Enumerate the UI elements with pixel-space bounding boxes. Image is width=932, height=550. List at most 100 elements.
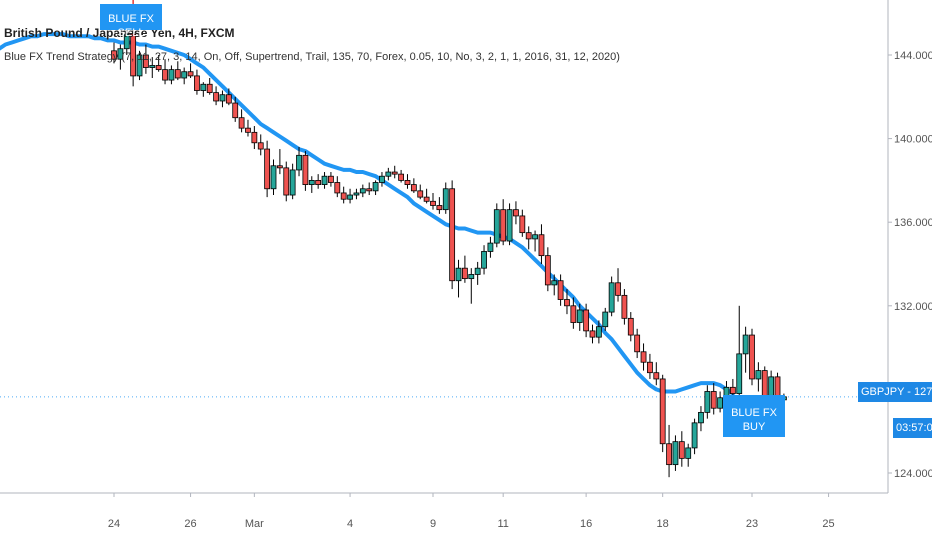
x-tick-label: 26 xyxy=(184,518,196,530)
candle xyxy=(506,203,513,246)
candle-body-down xyxy=(162,69,168,81)
candle-body-down xyxy=(391,171,398,175)
candle-body-down xyxy=(187,71,194,77)
candle-body-down xyxy=(142,54,149,68)
candle xyxy=(359,184,366,198)
candle xyxy=(194,69,200,95)
candle-body-down xyxy=(749,334,755,380)
candle xyxy=(749,328,755,386)
candle-body-down xyxy=(257,142,264,150)
candle xyxy=(423,188,430,204)
x-tick-label: 11 xyxy=(497,518,508,530)
candle-body-up xyxy=(608,282,615,313)
candle xyxy=(442,182,449,214)
candle-body-up xyxy=(672,441,679,466)
candle xyxy=(385,167,392,181)
candle-body-up xyxy=(481,251,487,269)
candle-body-up xyxy=(691,422,698,449)
candle-body-down xyxy=(283,167,290,196)
candle xyxy=(500,199,507,246)
candle-body-up xyxy=(742,334,749,355)
candle xyxy=(583,303,590,338)
candle xyxy=(595,320,602,344)
candle-body-down xyxy=(557,280,564,300)
candle xyxy=(187,63,194,78)
candle xyxy=(142,44,149,74)
candle-body-up xyxy=(704,391,711,413)
price-separator: - xyxy=(907,386,915,398)
candle-body-down xyxy=(519,215,526,234)
candle-body-down xyxy=(500,209,507,242)
candle-body-down xyxy=(647,361,653,374)
candle xyxy=(672,435,679,471)
candle xyxy=(461,255,468,283)
candle xyxy=(493,203,500,248)
candle xyxy=(436,197,443,214)
candle xyxy=(404,174,411,189)
candle-body-down xyxy=(621,294,628,319)
candle xyxy=(321,172,328,189)
candle xyxy=(213,86,219,106)
candle xyxy=(366,182,373,196)
candle xyxy=(525,226,532,250)
candle-body-down xyxy=(449,188,456,282)
x-tick-label: 25 xyxy=(822,518,834,530)
candle xyxy=(538,224,545,264)
candle xyxy=(710,383,717,415)
candle-body-up xyxy=(123,33,130,50)
candle-body-down xyxy=(340,192,347,200)
candle xyxy=(308,176,315,193)
candle-body-down xyxy=(423,196,430,202)
y-tick-label: 124.000 xyxy=(894,468,932,480)
candle-body-down xyxy=(315,179,322,185)
candle-body-down xyxy=(627,317,634,336)
candle xyxy=(315,174,322,189)
axes: 124.000128.000132.000136.000140.000144.0… xyxy=(0,0,932,530)
candle-body-down xyxy=(436,205,443,211)
candle-body-down xyxy=(232,102,239,119)
candle xyxy=(519,209,526,237)
candle xyxy=(634,328,641,359)
candle xyxy=(410,178,417,193)
candle xyxy=(487,236,494,258)
study-legend[interactable]: Blue FX Trend Strategy (7, 11, 27, 3, 14… xyxy=(4,51,620,63)
candle-body-up xyxy=(595,326,602,338)
candle xyxy=(245,119,251,137)
candle-body-down xyxy=(213,92,219,102)
candle-body-down xyxy=(461,267,468,280)
candle xyxy=(111,42,117,64)
candle xyxy=(685,443,692,467)
candle-body-up xyxy=(685,447,692,459)
candle xyxy=(238,109,245,133)
candle xyxy=(181,67,188,85)
candle xyxy=(251,126,258,150)
candle xyxy=(621,289,628,325)
candle xyxy=(123,29,130,55)
candle-body-down xyxy=(251,131,258,144)
candle xyxy=(340,186,347,204)
candle-body-up xyxy=(385,171,392,177)
candle-body-down xyxy=(653,372,660,380)
candle xyxy=(270,159,277,196)
candle xyxy=(755,362,762,392)
candle xyxy=(219,90,226,108)
candle xyxy=(608,276,615,317)
candle xyxy=(736,305,743,398)
candle xyxy=(117,44,124,70)
candle xyxy=(296,146,302,177)
signals-layer xyxy=(128,0,770,435)
candle xyxy=(468,268,475,304)
last-price-tag: GBPJPY - 127.645 xyxy=(858,382,932,402)
candle xyxy=(570,297,577,329)
candle-body-up xyxy=(168,69,175,81)
candle xyxy=(162,59,168,85)
candle-body-down xyxy=(570,305,577,323)
candle xyxy=(372,180,379,196)
candle-body-up xyxy=(117,48,124,60)
candle xyxy=(334,176,341,198)
chart-legend-title[interactable]: British Pound / Japanese Yen, 4H, FXCM xyxy=(4,26,235,40)
x-tick-label: 16 xyxy=(580,518,592,530)
candle xyxy=(130,21,137,87)
candle-body-down xyxy=(513,209,519,217)
